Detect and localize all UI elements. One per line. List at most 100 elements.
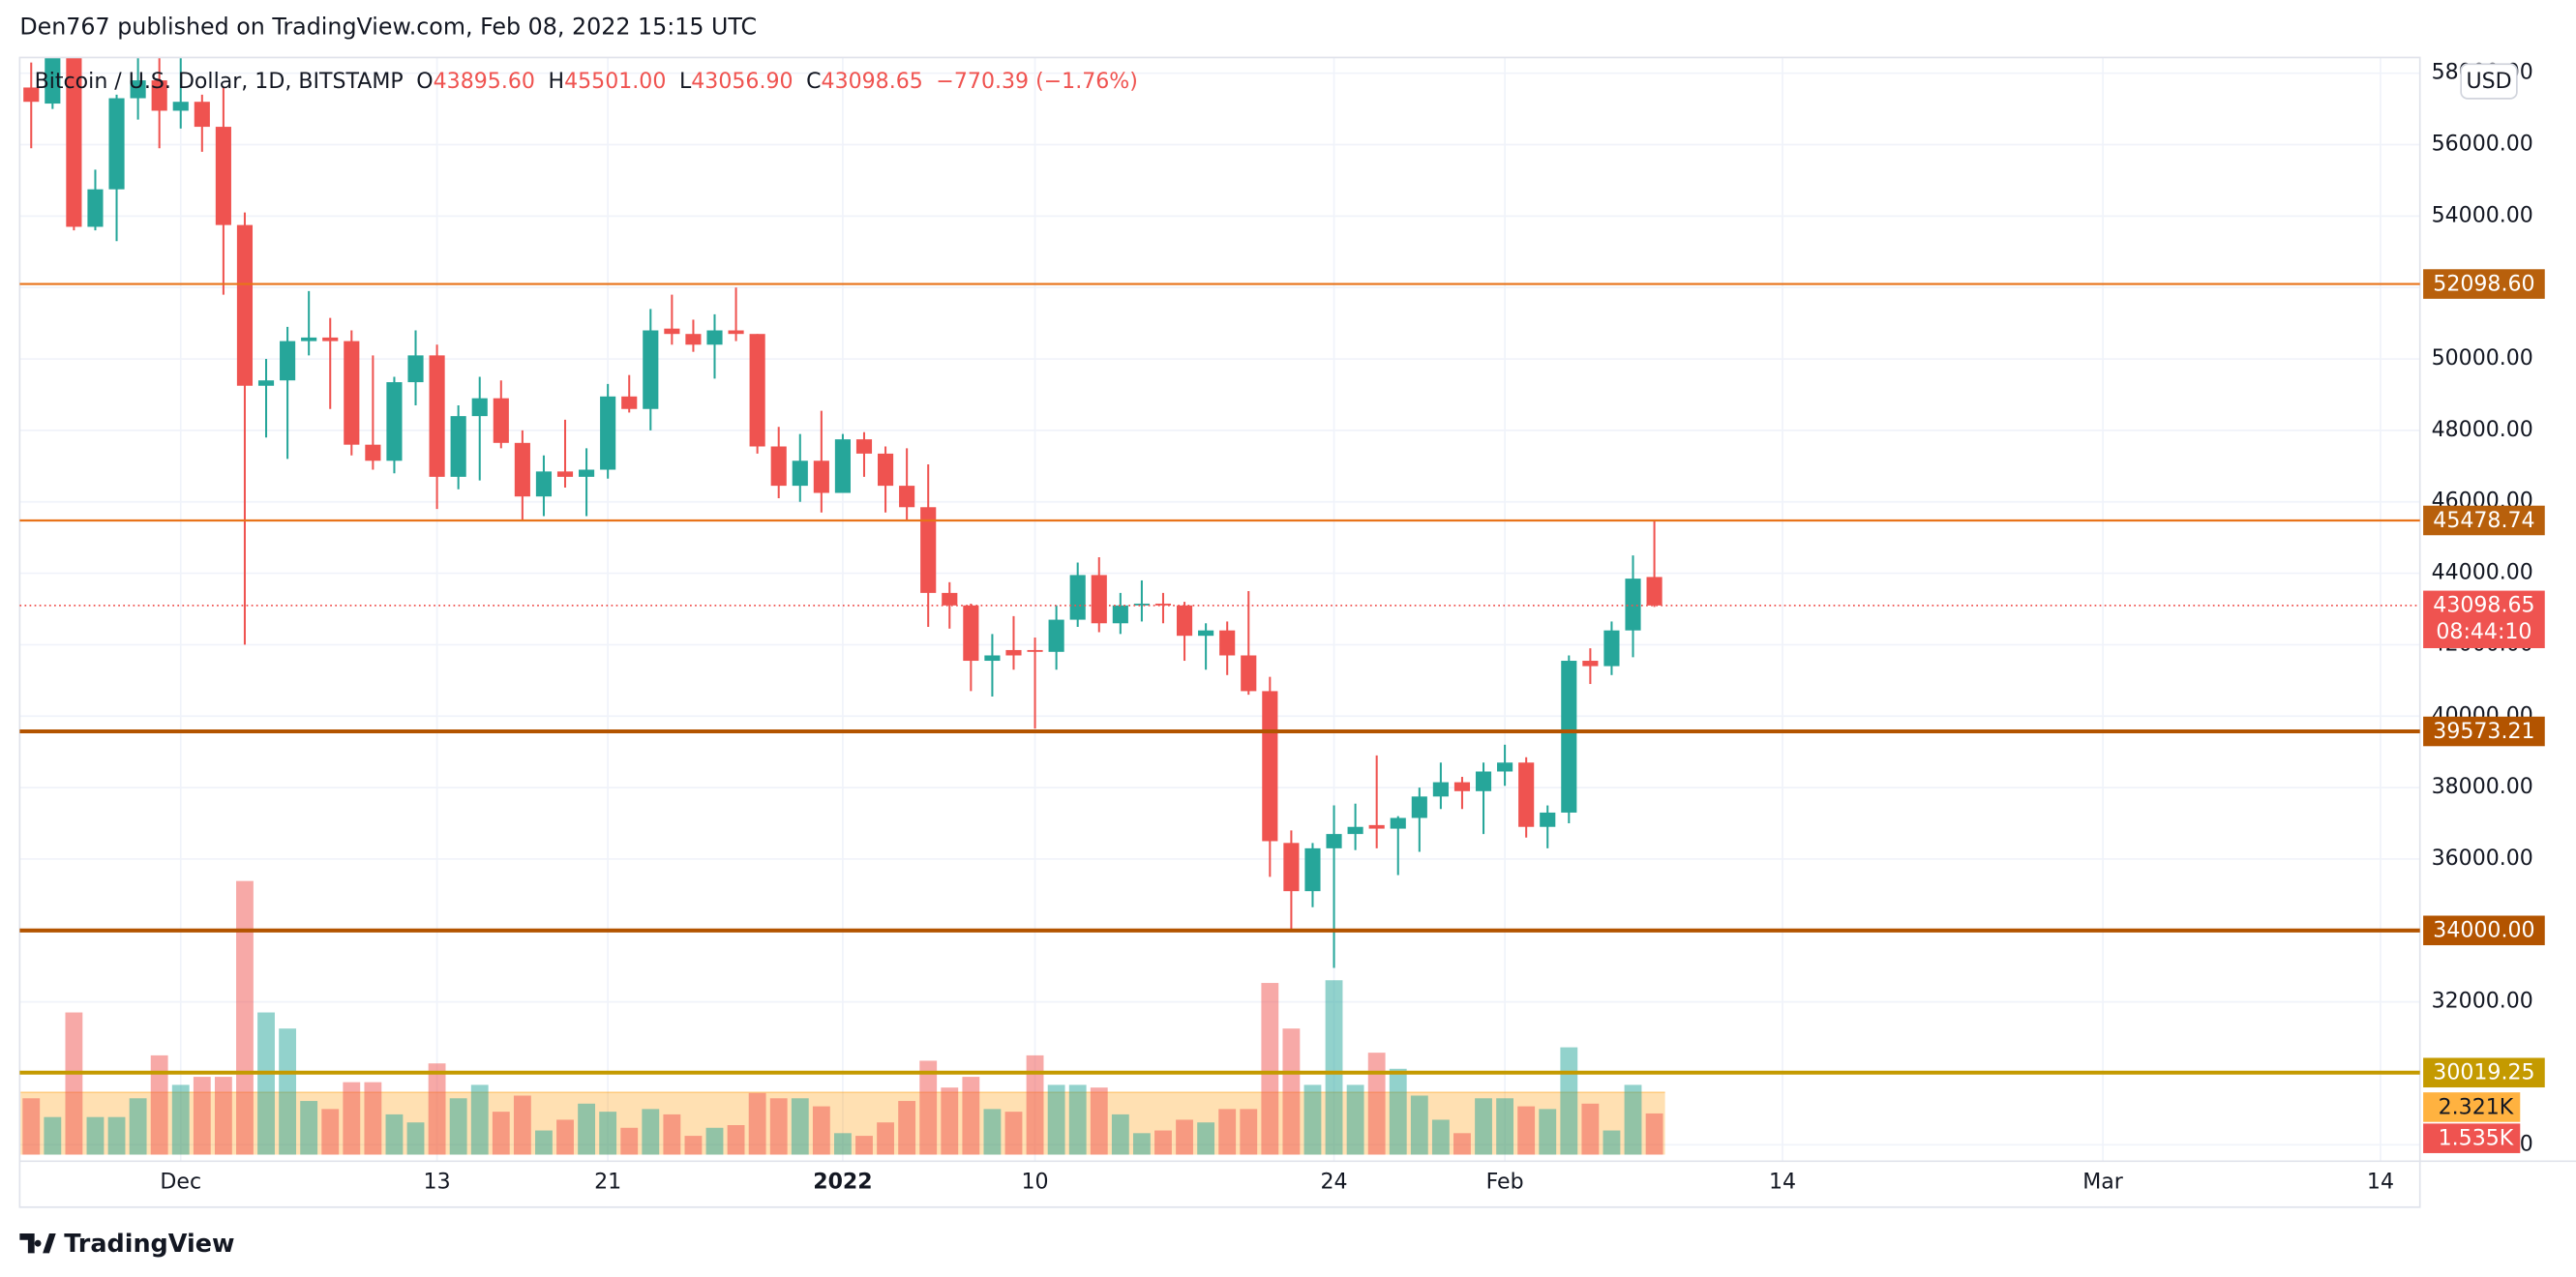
legend-change: −770.39 (−1.76%) xyxy=(936,70,1137,94)
volume-bar xyxy=(1303,1084,1322,1155)
volume-bar xyxy=(1132,1133,1151,1155)
candle-body xyxy=(514,442,530,497)
candle-body xyxy=(172,102,189,111)
volume-last-label: 1.535K xyxy=(2439,1127,2514,1151)
y-tick-label: 32000.00 xyxy=(2432,990,2533,1014)
volume-bar xyxy=(1581,1103,1600,1155)
volume-bar xyxy=(214,1077,232,1155)
last-price-label: 43098.65 xyxy=(2433,594,2534,618)
candle-body xyxy=(1646,577,1662,606)
volume-bar xyxy=(343,1082,361,1155)
countdown-label: 08:44:10 xyxy=(2436,620,2531,644)
volume-bar xyxy=(684,1136,703,1155)
candle-body xyxy=(963,605,979,662)
volume-bar xyxy=(406,1122,425,1155)
legend-value: 43895.60 xyxy=(434,70,535,94)
level-label-box xyxy=(2423,505,2545,536)
candle-body xyxy=(621,396,638,409)
brand-name: TradingView xyxy=(64,1230,234,1259)
volume-bar xyxy=(812,1106,830,1155)
y-tick-label: 38000.00 xyxy=(2432,775,2533,799)
volume-bar xyxy=(22,1098,41,1155)
candle-body xyxy=(579,469,595,477)
x-tick-label: 2022 xyxy=(813,1170,872,1194)
legend-key: L xyxy=(679,70,692,94)
volume-bar xyxy=(364,1082,382,1155)
volume-bar xyxy=(1218,1109,1237,1155)
volume-bar xyxy=(44,1116,62,1155)
last-price-box xyxy=(2423,590,2545,648)
candle-body xyxy=(984,655,1001,662)
volume-bar xyxy=(1325,980,1343,1155)
candle-body xyxy=(1625,579,1641,631)
volume-bar xyxy=(492,1112,510,1155)
level-label-box xyxy=(2423,716,2545,747)
candle-body xyxy=(1241,655,1257,692)
volume-bar xyxy=(748,1092,766,1155)
volume-bar xyxy=(1261,983,1279,1155)
x-tick-label: 14 xyxy=(2367,1170,2394,1194)
currency-button[interactable] xyxy=(2460,63,2518,100)
candle-body xyxy=(1368,824,1385,829)
legend-value: 43098.65 xyxy=(822,70,923,94)
volume-bar xyxy=(1026,1054,1044,1155)
volume-bar xyxy=(279,1028,297,1155)
candle-body xyxy=(1304,847,1321,892)
volume-bar xyxy=(86,1116,105,1155)
x-tick-label: Feb xyxy=(1486,1170,1524,1194)
candle-body xyxy=(301,337,317,342)
candle-body xyxy=(664,328,680,335)
volume-bar xyxy=(1539,1109,1557,1155)
candle-body xyxy=(1390,817,1406,829)
plot-frame xyxy=(18,56,2421,1208)
volume-bar xyxy=(877,1122,894,1155)
x-tick-label: 10 xyxy=(1022,1170,1049,1194)
volume-bar xyxy=(1004,1112,1023,1155)
legend-key: O xyxy=(416,70,433,94)
volume-bar xyxy=(1282,1028,1301,1155)
volume-bar xyxy=(1197,1122,1215,1155)
candle-body xyxy=(1603,630,1620,667)
volume-bar xyxy=(1431,1119,1450,1155)
volume-bar xyxy=(983,1109,1002,1155)
candle-body xyxy=(1411,796,1427,818)
volume-ma-box xyxy=(2423,1092,2521,1122)
volume-bar xyxy=(513,1095,531,1155)
candle-body xyxy=(1112,605,1128,624)
volume-bar xyxy=(556,1119,574,1155)
volume-bar xyxy=(578,1103,595,1155)
volume-bar xyxy=(1475,1098,1492,1155)
legend-key: C xyxy=(806,70,821,94)
candle-body xyxy=(280,341,296,381)
volume-bar xyxy=(941,1087,959,1155)
candle-body xyxy=(1518,762,1535,827)
candle-body xyxy=(365,444,381,461)
volume-bar xyxy=(1624,1084,1642,1155)
candle-body xyxy=(749,334,765,447)
level-label-box xyxy=(2423,1057,2545,1088)
candle-body xyxy=(1326,834,1342,848)
volume-bar xyxy=(727,1125,745,1155)
volume-bar xyxy=(1645,1113,1663,1155)
candle-body xyxy=(1176,605,1193,637)
candle-body xyxy=(877,453,894,487)
volume-bar xyxy=(834,1133,852,1155)
candle-body xyxy=(386,382,403,461)
volume-bar xyxy=(1090,1087,1108,1155)
candle-body xyxy=(45,57,61,104)
candle-body xyxy=(1497,762,1513,772)
candle-body xyxy=(108,98,125,190)
volume-bar xyxy=(257,1012,275,1155)
candle-body xyxy=(1219,630,1236,656)
volume-bar xyxy=(1560,1047,1578,1155)
volume-bar xyxy=(171,1084,190,1155)
candle-body xyxy=(920,507,937,593)
candle-body xyxy=(194,102,210,128)
candle-body xyxy=(770,446,787,487)
candle-body xyxy=(130,80,146,99)
volume-bar xyxy=(962,1077,980,1155)
candle-body xyxy=(344,341,360,445)
volume-bar xyxy=(1410,1095,1428,1155)
candle-body xyxy=(792,460,808,487)
